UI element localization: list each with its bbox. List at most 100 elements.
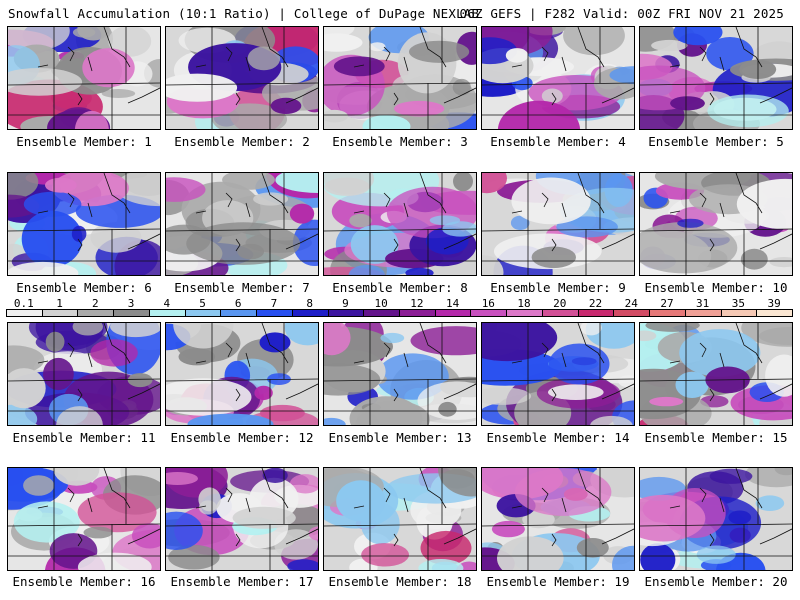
state-border-line xyxy=(166,378,318,382)
state-border-line xyxy=(8,378,160,382)
state-border-line xyxy=(225,192,233,208)
snowfall-field xyxy=(640,173,792,275)
snowfall-contour xyxy=(452,78,471,96)
snowfall-field xyxy=(8,323,160,425)
state-border-line xyxy=(719,202,725,218)
state-border-line xyxy=(127,383,160,400)
snowfall-contour xyxy=(110,323,160,338)
state-border-line xyxy=(353,64,365,68)
snowfall-contour xyxy=(83,526,113,539)
state-border-line xyxy=(87,352,93,368)
snowfall-contour xyxy=(640,543,676,570)
colorbar-swatch xyxy=(113,309,150,317)
snowfall-contour xyxy=(405,267,434,275)
snowfall-field xyxy=(640,27,792,129)
state-border-line xyxy=(759,528,792,545)
snowfall-contour xyxy=(348,264,385,275)
snowfall-contour xyxy=(590,415,633,425)
state-border-line xyxy=(640,523,792,527)
snowfall-contour xyxy=(324,417,346,425)
ensemble-member-10-map xyxy=(639,172,793,276)
snowfall-contour xyxy=(420,530,472,566)
colorbar-tick-label: 7 xyxy=(270,297,278,310)
snowfall-field xyxy=(8,173,160,275)
snowfall-contour xyxy=(670,96,705,111)
ensemble-member-label: Ensemble Member: 5 xyxy=(648,134,784,149)
state-border-line xyxy=(245,202,251,218)
colorbar-tick-label: 27 xyxy=(660,297,674,310)
ensemble-member-13-map xyxy=(323,322,477,426)
snowfall-contour xyxy=(541,88,563,104)
state-border-line xyxy=(8,523,160,527)
state-border-line xyxy=(261,173,289,214)
colorbar-tick-label: 12 xyxy=(410,297,424,310)
state-border-line xyxy=(195,360,207,364)
snowfall-field xyxy=(166,323,318,425)
state-border-line xyxy=(577,27,605,68)
snowfall-contour xyxy=(410,326,476,356)
state-border-line xyxy=(443,528,476,545)
state-border-line xyxy=(393,388,399,402)
snowfall-contour xyxy=(284,323,318,346)
ensemble-member-6-map xyxy=(7,172,161,276)
state-border-line xyxy=(67,192,75,208)
colorbar-tick-label: 14 xyxy=(445,297,460,310)
ensemble-member-16-map xyxy=(7,467,161,571)
snowfall-contour xyxy=(247,46,281,71)
state-border-line xyxy=(195,64,207,68)
state-border-line xyxy=(393,92,399,106)
snowfall-contour xyxy=(394,100,445,117)
snowfall-contour xyxy=(357,400,430,425)
state-border-line xyxy=(285,233,318,250)
snowfall-contour xyxy=(522,510,555,529)
snowfall-contour xyxy=(438,401,457,417)
state-border-line xyxy=(511,360,523,364)
snowfall-contour xyxy=(709,468,753,484)
ensemble-member-label: Ensemble Member: 3 xyxy=(332,134,468,149)
state-border-line xyxy=(245,56,251,72)
colorbar-tick-label: 24 xyxy=(624,297,638,310)
snowfall-contour xyxy=(254,385,273,401)
state-border-line xyxy=(551,388,557,402)
snowfall-field xyxy=(482,173,634,275)
state-border-line xyxy=(719,56,725,72)
state-border-line xyxy=(127,233,160,250)
snowfall-field xyxy=(324,27,476,129)
snowfall-contour xyxy=(8,345,45,375)
snowfall-field xyxy=(166,468,318,570)
snowfall-contour xyxy=(77,492,157,533)
snowfall-contour xyxy=(108,27,152,57)
colorbar-swatch xyxy=(327,309,365,317)
snowfall-contour xyxy=(274,529,318,560)
snowfall-contour xyxy=(677,218,704,228)
snowfall-contour xyxy=(640,330,657,342)
state-border-line xyxy=(37,505,49,509)
snowfall-contour xyxy=(675,371,709,398)
ensemble-member-label: Ensemble Member: 1 xyxy=(16,134,152,149)
state-border-line xyxy=(419,173,447,214)
colorbar-tick-label: 16 xyxy=(481,297,495,310)
colorbar-swatch xyxy=(220,309,258,317)
ensemble-member-12-map xyxy=(165,322,319,426)
state-border-line xyxy=(285,528,318,545)
snowfall-field xyxy=(324,468,476,570)
state-border-line xyxy=(353,210,365,214)
snowfall-contour xyxy=(23,475,55,496)
ensemble-member-2-map xyxy=(165,26,319,130)
state-border-line xyxy=(127,528,160,545)
state-border-line xyxy=(166,228,318,232)
state-border-line xyxy=(285,383,318,400)
snowfall-contour xyxy=(531,246,576,269)
state-border-line xyxy=(541,342,549,358)
snowfall-contour xyxy=(556,216,618,238)
snowfall-contour xyxy=(198,487,221,512)
state-border-line xyxy=(8,228,160,232)
colorbar-tick-label: 39 xyxy=(767,297,781,310)
state-border-line xyxy=(541,487,549,503)
state-border-line xyxy=(67,46,75,62)
state-border-line xyxy=(443,233,476,250)
state-border-line xyxy=(601,87,634,104)
state-border-line xyxy=(561,202,567,218)
colorbar-tick-label: 3 xyxy=(127,297,135,310)
ensemble-member-label: Ensemble Member: 20 xyxy=(644,574,788,589)
